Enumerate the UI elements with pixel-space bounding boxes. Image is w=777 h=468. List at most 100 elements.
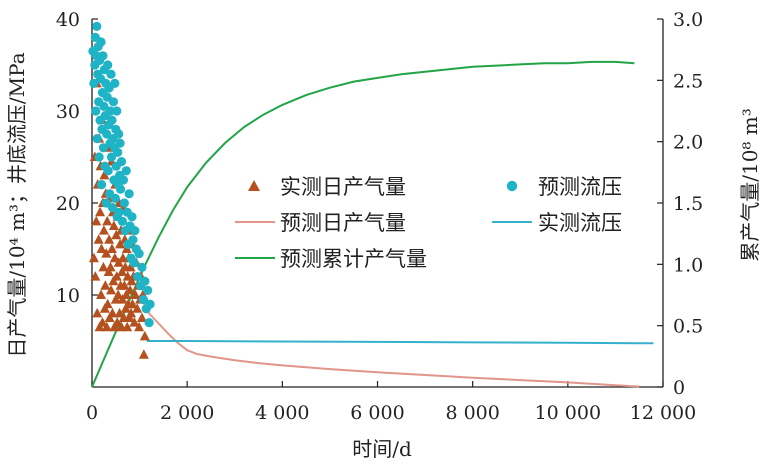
point-measured-rate (98, 261, 109, 272)
y-left-tick-label: 10 (56, 285, 80, 307)
point-predicted-pressure (113, 147, 123, 157)
point-predicted-pressure (116, 157, 127, 167)
point-predicted-pressure (145, 299, 155, 309)
point-predicted-pressure (92, 21, 102, 31)
point-predicted-pressure (112, 106, 122, 116)
point-measured-rate (132, 303, 143, 313)
point-measured-rate (126, 307, 137, 318)
point-measured-rate (138, 349, 149, 359)
y-left-tick-label: 20 (56, 193, 80, 215)
x-tick-label: 12 000 (630, 402, 696, 424)
point-measured-rate (127, 298, 138, 309)
series-points (88, 21, 155, 359)
point-measured-rate (102, 298, 113, 309)
point-measured-rate (129, 317, 140, 327)
point-measured-rate (134, 321, 145, 332)
point-measured-rate (106, 284, 117, 295)
point-predicted-pressure (92, 134, 102, 144)
x-tick-label: 4 000 (255, 402, 309, 424)
point-measured-rate (104, 234, 115, 244)
point-predicted-pressure (110, 78, 120, 88)
point-predicted-pressure (121, 166, 131, 176)
point-predicted-pressure (91, 106, 101, 116)
point-measured-rate (139, 330, 150, 341)
point-predicted-pressure (134, 249, 144, 259)
legend-symbol-predicted-pressure (506, 180, 518, 192)
y-right-axis-title: 累产气量/10⁸ m³ (738, 108, 762, 262)
x-tick-label: 2 000 (160, 402, 214, 424)
legend-symbol-measured-rate (248, 180, 260, 191)
point-predicted-pressure (103, 60, 113, 70)
legend-label: 实测流压 (538, 211, 622, 235)
point-measured-rate (101, 321, 112, 332)
point-measured-rate (98, 225, 109, 235)
point-predicted-pressure (115, 138, 125, 148)
point-measured-rate (122, 321, 133, 332)
point-predicted-pressure (115, 184, 126, 194)
point-measured-rate (107, 307, 118, 318)
point-predicted-pressure (114, 207, 124, 217)
point-predicted-pressure (103, 166, 113, 176)
x-tick-label: 8 000 (445, 402, 499, 424)
legend-label: 预测累计产气量 (280, 247, 427, 271)
point-measured-rate (114, 307, 125, 318)
point-predicted-pressure (108, 97, 119, 107)
legend-label: 预测流压 (538, 175, 622, 199)
legend-label: 实测日产气量 (280, 175, 406, 199)
point-predicted-pressure (117, 216, 128, 226)
y-left-tick-label: 30 (56, 101, 80, 123)
y-right-tick-label: 1.0 (673, 254, 703, 276)
point-predicted-pressure (133, 272, 143, 282)
point-predicted-pressure (96, 37, 106, 47)
series-lines (91, 60, 654, 388)
point-predicted-pressure (144, 318, 154, 328)
y-right-tick-label: 2.0 (673, 132, 703, 154)
point-predicted-pressure (118, 175, 129, 185)
x-tick-label: 6 000 (350, 402, 404, 424)
point-measured-rate (136, 312, 147, 322)
point-measured-rate (106, 243, 117, 253)
x-tick-label: 10 000 (535, 402, 601, 424)
x-axis-title: 时间/d (352, 437, 412, 461)
point-measured-rate (119, 280, 130, 290)
point-measured-rate (91, 215, 102, 226)
point-predicted-pressure (98, 143, 109, 153)
y-left-tick-label: 40 (56, 9, 80, 31)
point-measured-rate (88, 252, 99, 263)
point-predicted-pressure (98, 51, 108, 61)
y-left-axis-title: 日产气量/10⁴ m³；井底流压/MPa (5, 52, 29, 357)
point-measured-rate (92, 307, 103, 318)
point-predicted-pressure (127, 212, 137, 222)
y-right-tick-label: 0 (673, 377, 685, 399)
point-measured-rate (125, 284, 136, 295)
point-predicted-pressure (99, 101, 109, 111)
point-predicted-pressure (138, 295, 148, 305)
point-measured-rate (96, 243, 107, 253)
point-measured-rate (102, 215, 113, 226)
y-right-tick-label: 0.5 (673, 316, 703, 338)
point-predicted-pressure (114, 129, 124, 139)
point-measured-rate (95, 206, 106, 217)
point-predicted-pressure (137, 262, 147, 272)
series-line-预测日产气量 (141, 299, 640, 388)
x-tick-label: 0 (86, 402, 98, 424)
point-measured-rate (99, 169, 110, 180)
point-measured-rate (113, 289, 124, 299)
point-predicted-pressure (124, 189, 134, 199)
point-measured-rate (93, 234, 104, 244)
point-predicted-pressure (128, 235, 138, 245)
point-measured-rate (96, 289, 107, 299)
legend-label: 预测日产气量 (280, 211, 406, 235)
point-measured-rate (111, 271, 122, 281)
point-measured-rate (130, 289, 141, 299)
point-measured-rate (97, 317, 108, 327)
point-measured-rate (125, 261, 136, 272)
point-measured-rate (112, 317, 123, 327)
point-predicted-pressure (94, 152, 104, 162)
point-predicted-pressure (110, 193, 120, 203)
tick-labels: 0 2 000 4 000 6 000 8 000 10 000 12 000 10 20 30 4… (56, 9, 703, 424)
point-predicted-pressure (129, 258, 139, 268)
y-right-tick-label: 3.0 (673, 9, 703, 31)
